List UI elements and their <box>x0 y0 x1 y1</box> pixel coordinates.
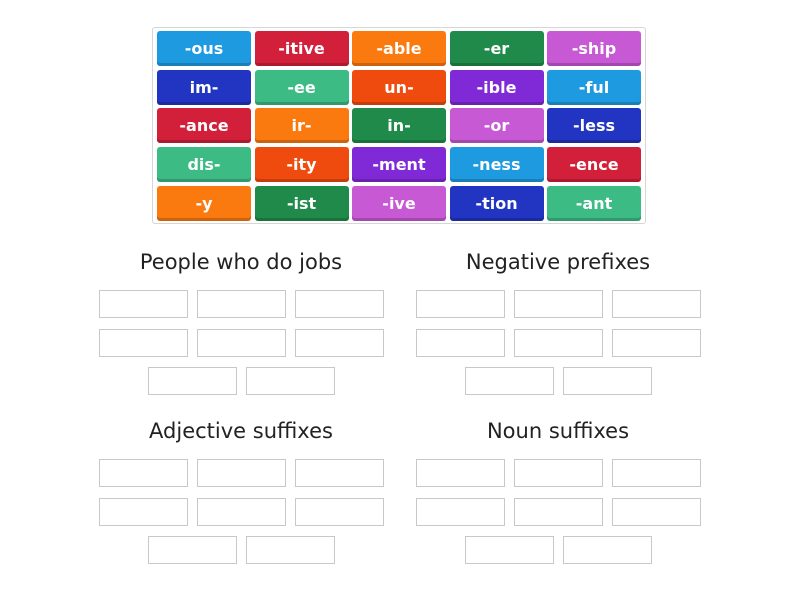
drop-slot[interactable] <box>465 367 554 395</box>
tile-ant[interactable]: -ant <box>547 185 641 221</box>
drop-slot[interactable] <box>563 536 652 564</box>
tile-itive[interactable]: -itive <box>254 31 349 66</box>
drop-slot[interactable] <box>295 328 384 357</box>
word-bank: -ous -itive -able -er -ship im- -ee un- -ible -fu… <box>152 27 646 224</box>
tile-er[interactable]: -er <box>449 31 544 66</box>
drop-slot[interactable] <box>514 290 603 318</box>
tile-tion[interactable]: -tion <box>449 185 544 221</box>
drop-slot[interactable] <box>416 290 505 318</box>
tile-ive[interactable]: -ive <box>352 185 446 221</box>
group-title: Adjective suffixes <box>149 419 333 443</box>
drop-slot[interactable] <box>99 290 188 318</box>
drop-slot[interactable] <box>612 459 701 487</box>
tile-ee[interactable]: -ee <box>254 69 349 105</box>
drop-slot[interactable] <box>197 328 286 357</box>
drop-slot[interactable] <box>563 367 652 395</box>
drop-slot[interactable] <box>612 497 701 526</box>
tile-un[interactable]: un- <box>352 69 446 105</box>
tile-ous[interactable]: -ous <box>157 31 251 66</box>
tile-ence[interactable]: -ence <box>547 147 641 183</box>
drop-slot[interactable] <box>514 459 603 487</box>
tile-ir[interactable]: ir- <box>254 108 349 144</box>
drop-slot[interactable] <box>197 459 286 487</box>
tile-in[interactable]: in- <box>352 108 446 144</box>
tile-ance[interactable]: -ance <box>157 108 251 144</box>
tile-ful[interactable]: -ful <box>547 69 641 105</box>
drop-slot[interactable] <box>514 328 603 357</box>
drop-slot[interactable] <box>148 367 237 395</box>
group-title: People who do jobs <box>139 250 343 274</box>
tile-ity[interactable]: -ity <box>254 147 349 183</box>
drop-slot[interactable] <box>416 497 505 526</box>
tile-ness[interactable]: -ness <box>449 147 544 183</box>
tile-ible[interactable]: -ible <box>449 69 544 105</box>
drop-slot[interactable] <box>99 459 188 487</box>
tile-less[interactable]: -less <box>547 108 641 144</box>
drop-slot[interactable] <box>416 328 505 357</box>
tile-or[interactable]: -or <box>449 108 544 144</box>
drop-slot[interactable] <box>514 497 603 526</box>
drop-slot[interactable] <box>295 459 384 487</box>
drop-slot[interactable] <box>295 290 384 318</box>
tile-im[interactable]: im- <box>157 69 251 105</box>
drop-slot[interactable] <box>612 328 701 357</box>
group-title: Negative prefixes <box>465 250 651 274</box>
tile-ment[interactable]: -ment <box>352 147 446 183</box>
tile-y[interactable]: -y <box>157 185 251 221</box>
tile-ship[interactable]: -ship <box>547 31 641 66</box>
drop-slot[interactable] <box>612 290 701 318</box>
tile-able[interactable]: -able <box>352 31 446 66</box>
drop-slot[interactable] <box>99 497 188 526</box>
drop-slot[interactable] <box>246 536 335 564</box>
tile-dis[interactable]: dis- <box>157 147 251 183</box>
drop-slot[interactable] <box>246 367 335 395</box>
group-title: Noun suffixes <box>486 419 630 443</box>
drop-slot[interactable] <box>465 536 554 564</box>
drop-slot[interactable] <box>197 497 286 526</box>
drop-slot[interactable] <box>295 497 384 526</box>
drop-slot[interactable] <box>197 290 286 318</box>
tile-ist[interactable]: -ist <box>254 185 349 221</box>
drop-slot[interactable] <box>99 328 188 357</box>
drop-slot[interactable] <box>148 536 237 564</box>
drop-slot[interactable] <box>416 459 505 487</box>
